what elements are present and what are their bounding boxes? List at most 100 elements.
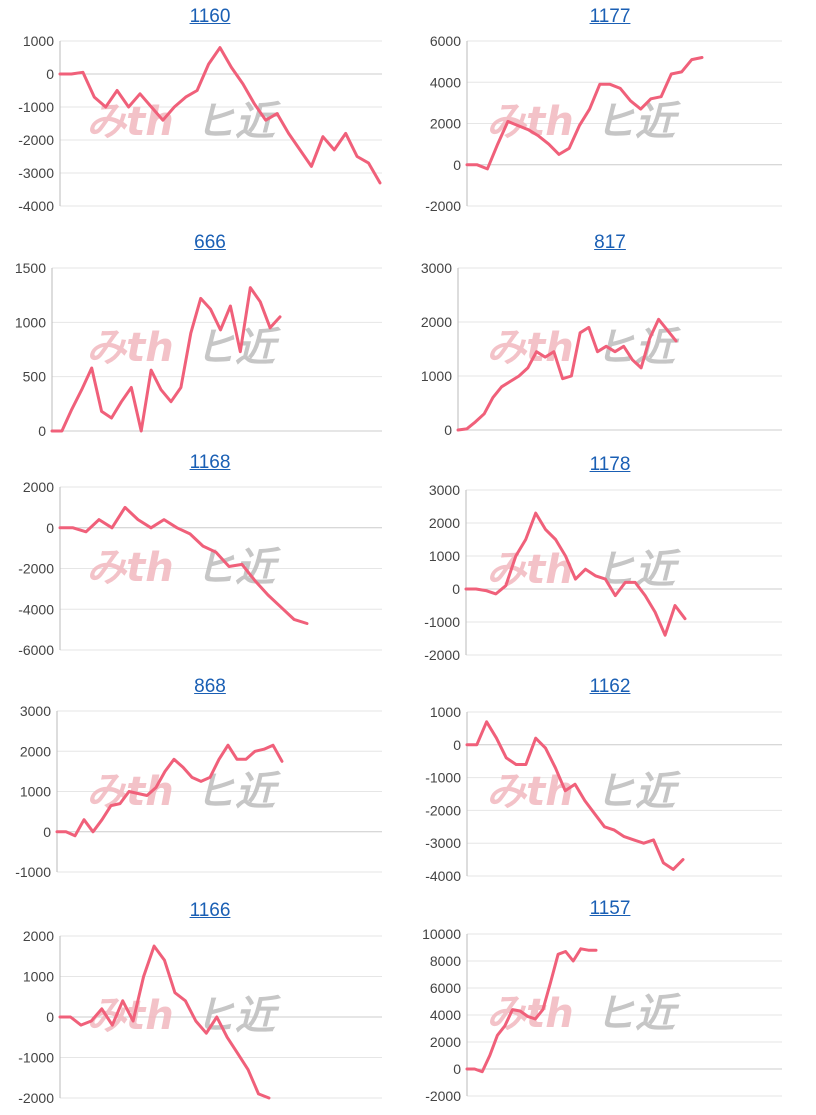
line-chart: 1000 0 -1000 -2000 -3000 -4000 みth ヒ近 xyxy=(425,704,782,884)
chart-panel-1162: 1162 1000 0 -1000 -2000 -3000 -4000 みth ヒ近 xyxy=(410,670,810,885)
svg-text:ヒ近: ヒ近 xyxy=(195,545,282,591)
chart-title-link[interactable]: 1157 xyxy=(589,898,631,919)
watermark-logo: みth ヒ近 xyxy=(486,991,682,1037)
line-chart: 3000 2000 1000 0 -1000 みth ヒ近 xyxy=(15,703,382,880)
watermark-logo: みth ヒ近 xyxy=(486,99,682,145)
y-tick-label: -2000 xyxy=(18,561,54,577)
y-tick-label: 10000 xyxy=(422,926,461,942)
line-chart: 1500 1000 500 0 みth ヒ近 xyxy=(15,260,382,439)
y-tick-label: -4000 xyxy=(425,868,461,884)
watermark-logo: みth ヒ近 xyxy=(86,325,282,371)
y-tick-label: 3000 xyxy=(421,260,452,276)
chart-title-link[interactable]: 817 xyxy=(594,232,626,253)
y-tick-label: 0 xyxy=(46,1009,54,1025)
svg-text:ヒ近: ヒ近 xyxy=(595,991,682,1037)
y-tick-label: 1000 xyxy=(421,368,452,384)
series-line xyxy=(58,505,309,625)
y-tick-label: 0 xyxy=(46,66,54,82)
y-tick-label: -1000 xyxy=(18,99,54,115)
watermark-logo: みth ヒ近 xyxy=(486,769,682,815)
y-tick-label: -3000 xyxy=(425,835,461,851)
y-tick-label: -3000 xyxy=(18,165,54,181)
y-tick-label: -6000 xyxy=(18,642,54,658)
watermark-logo: みth ヒ近 xyxy=(86,99,282,145)
series-line xyxy=(50,286,282,433)
y-tick-label: 8000 xyxy=(430,953,461,969)
y-tick-label: 1000 xyxy=(23,969,54,985)
y-tick-label: 1000 xyxy=(23,33,54,49)
series-line xyxy=(58,46,382,185)
chart-panel-666: 666 1500 1000 500 0 みth ヒ近 xyxy=(10,226,410,441)
y-tick-label: -1000 xyxy=(18,1050,54,1066)
line-chart: 1000 0 -1000 -2000 -3000 -4000 みth ヒ近 xyxy=(18,33,382,214)
svg-text:ヒ近: ヒ近 xyxy=(595,769,682,815)
y-tick-label: 0 xyxy=(453,737,461,753)
y-tick-label: 500 xyxy=(23,369,47,385)
y-tick-label: 0 xyxy=(46,520,54,536)
y-tick-label: 4000 xyxy=(430,74,461,90)
y-tick-label: 6000 xyxy=(430,980,461,996)
chart-title-link[interactable]: 1160 xyxy=(189,6,231,27)
y-tick-label: 0 xyxy=(38,423,46,439)
series-line xyxy=(465,947,598,1074)
chart-panel-868: 868 3000 2000 1000 0 -1000 みth ヒ近 xyxy=(10,670,410,885)
series-line xyxy=(456,317,678,432)
svg-text:みth: みth xyxy=(486,547,574,593)
line-chart: 10000 8000 6000 4000 2000 0 -2000 みth ヒ近 xyxy=(422,926,782,1104)
y-tick-label: 1000 xyxy=(430,704,461,720)
y-tick-label: 1000 xyxy=(15,314,46,330)
y-tick-label: 2000 xyxy=(23,479,54,495)
y-tick-label: -2000 xyxy=(425,802,461,818)
y-tick-label: 2000 xyxy=(430,1034,461,1050)
y-tick-label: 2000 xyxy=(20,743,51,759)
chart-panel-1160: 1160 1000 0 -1000 -2000 -3000 -4000 みth ヒ近 xyxy=(10,0,410,215)
y-tick-label: 6000 xyxy=(430,33,461,49)
y-tick-label: 0 xyxy=(444,422,452,438)
line-chart: 6000 4000 2000 0 -2000 みth ヒ近 xyxy=(425,33,782,214)
y-tick-label: -4000 xyxy=(18,198,54,214)
chart-panel-1177: 1177 6000 4000 2000 0 -2000 みth ヒ近 xyxy=(410,0,810,215)
y-tick-label: -2000 xyxy=(425,198,461,214)
svg-text:みth: みth xyxy=(486,991,574,1037)
svg-text:みth: みth xyxy=(86,545,174,591)
y-tick-label: 2000 xyxy=(421,314,452,330)
chart-panel-1166: 1166 2000 1000 0 -1000 -2000 みth ヒ近 xyxy=(10,894,410,1109)
y-tick-label: 0 xyxy=(452,581,460,597)
chart-title-link[interactable]: 1168 xyxy=(189,452,231,473)
y-tick-label: 2000 xyxy=(23,928,54,944)
watermark-logo: みth ヒ近 xyxy=(86,769,282,815)
series-line xyxy=(465,56,704,171)
y-tick-label: 2000 xyxy=(429,515,460,531)
svg-text:みth: みth xyxy=(86,325,174,371)
svg-text:ヒ近: ヒ近 xyxy=(195,769,282,815)
y-tick-label: 3000 xyxy=(429,482,460,498)
y-tick-label: 1000 xyxy=(20,784,51,800)
y-tick-label: 0 xyxy=(453,157,461,173)
chart-panel-817: 817 3000 2000 1000 0 みth ヒ近 xyxy=(410,226,810,441)
chart-title-link[interactable]: 1177 xyxy=(589,6,631,27)
chart-title-link[interactable]: 1162 xyxy=(589,676,631,697)
series-line xyxy=(464,511,687,637)
chart-panel-1157: 1157 10000 8000 6000 4000 2000 0 -2000 みth ヒ近 xyxy=(410,892,810,1107)
chart-title-link[interactable]: 1178 xyxy=(589,454,631,475)
y-tick-label: -2000 xyxy=(18,132,54,148)
series-line xyxy=(55,743,284,838)
y-tick-label: 2000 xyxy=(430,116,461,132)
chart-title-link[interactable]: 1166 xyxy=(189,900,231,921)
chart-title-link[interactable]: 868 xyxy=(194,676,226,697)
watermark-logo: みth ヒ近 xyxy=(86,545,282,591)
line-chart: 2000 0 -2000 -4000 -6000 みth ヒ近 xyxy=(18,479,382,658)
svg-text:みth: みth xyxy=(486,769,574,815)
y-tick-label: -1000 xyxy=(15,864,51,880)
series-line xyxy=(465,720,685,871)
y-tick-label: -1000 xyxy=(424,614,460,630)
y-tick-label: -4000 xyxy=(18,601,54,617)
y-tick-label: -1000 xyxy=(425,770,461,786)
chart-panel-1178: 1178 3000 2000 1000 0 -1000 -2000 みth ヒ近 xyxy=(410,448,810,663)
y-tick-label: 4000 xyxy=(430,1007,461,1023)
svg-text:ヒ近: ヒ近 xyxy=(195,993,282,1039)
chart-title-link[interactable]: 666 xyxy=(194,232,226,253)
